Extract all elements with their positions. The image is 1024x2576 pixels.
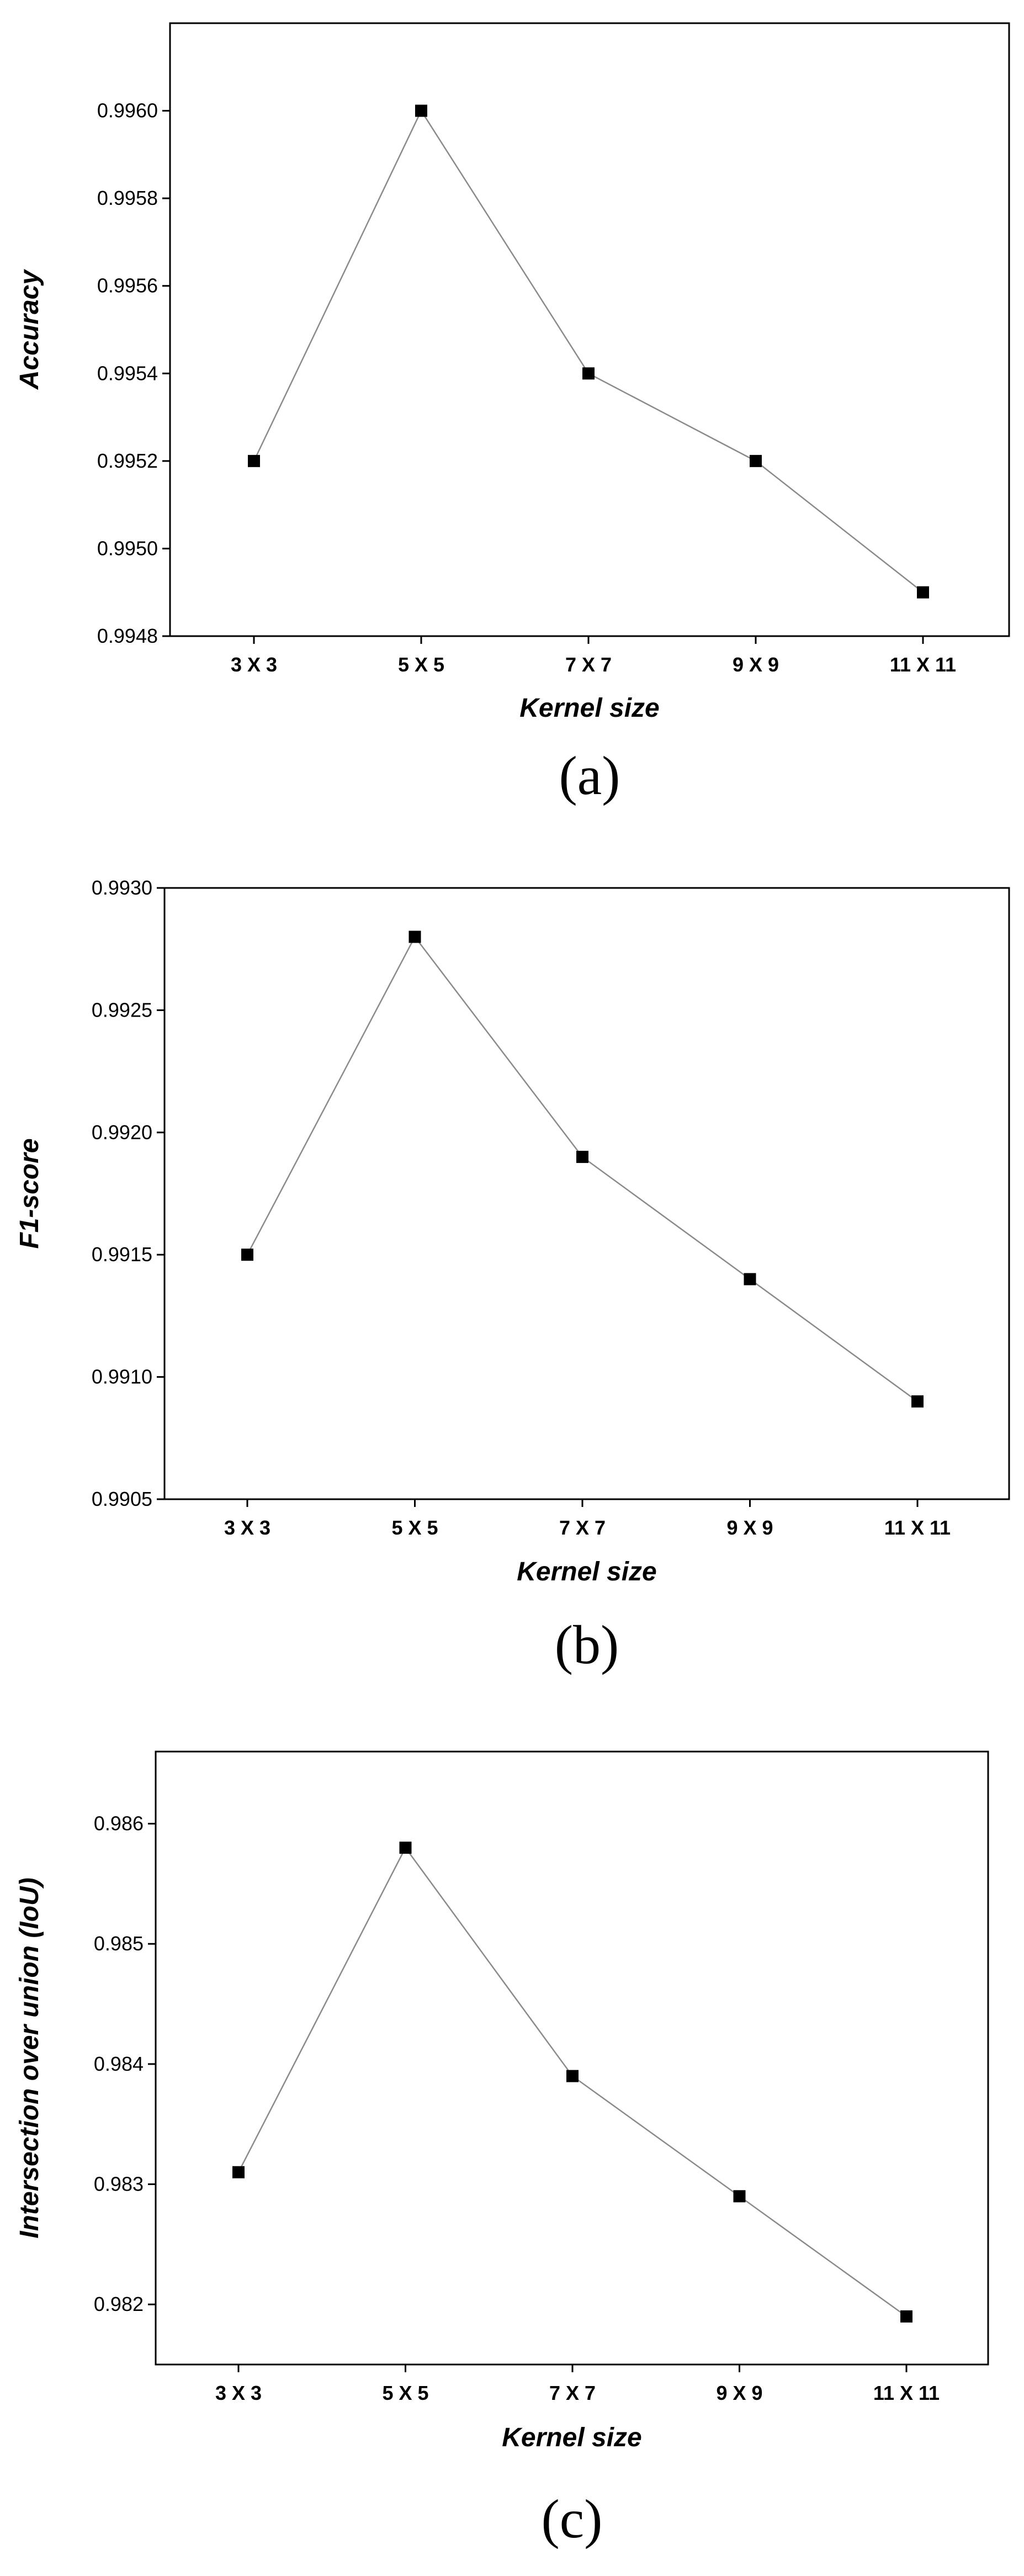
chart-panel-3: 0.982 0.983 0.984 0.985 0.986 3 X 3 5 X 5 7 X 7… <box>15 1750 989 2549</box>
plot-frame <box>155 1750 989 2366</box>
y-tick-label: 0.9915 <box>92 1243 152 1266</box>
y-axis-title: Accuracy <box>15 269 44 390</box>
plot-frame <box>169 22 1010 637</box>
y-tick-label: 0.9958 <box>97 187 158 209</box>
data-point-marker <box>399 1842 412 1854</box>
y-axis-title: F1-score <box>15 1138 44 1249</box>
y-tick-label: 0.9950 <box>97 537 158 559</box>
series-line <box>246 935 918 1402</box>
y-tick-label: 0.985 <box>94 1932 144 1955</box>
y-tick-label: 0.984 <box>94 2053 144 2075</box>
y-tick-label: 0.9952 <box>97 449 158 472</box>
data-point-marker <box>911 1395 924 1408</box>
data-point-marker <box>733 2190 746 2203</box>
y-tick-label: 0.9925 <box>92 998 152 1021</box>
y-tick-label: 0.9905 <box>92 1488 152 1510</box>
x-tick-label: 9 X 9 <box>716 2382 762 2404</box>
y-tick-label: 0.9930 <box>92 876 152 899</box>
panel-caption: (b) <box>555 1614 619 1675</box>
x-tick-label: 3 X 3 <box>231 653 277 676</box>
y-tick-label: 0.9960 <box>97 99 158 122</box>
x-tick-label: 11 X 11 <box>873 2382 940 2404</box>
chart-panel-1: 0.9948 0.9950 0.9952 0.9954 0.9956 0.9958 0.99… <box>15 22 1010 806</box>
x-axis-title: Kernel size <box>519 694 659 723</box>
y-tick-label: 0.983 <box>94 2173 144 2196</box>
data-point-marker <box>232 2166 245 2178</box>
panel-caption: (a) <box>559 745 620 806</box>
x-tick-label: 7 X 7 <box>565 653 612 676</box>
plot-frame <box>163 887 1010 1500</box>
y-tick-label: 0.9920 <box>92 1121 152 1144</box>
data-point-marker <box>900 2310 912 2323</box>
x-tick-label: 11 X 11 <box>884 1516 951 1539</box>
data-point-marker <box>750 454 762 467</box>
x-tick-label: 3 X 3 <box>224 1516 270 1539</box>
x-axis-title: Kernel size <box>502 2423 641 2452</box>
data-point-marker <box>576 1151 588 1163</box>
data-point-marker <box>248 454 260 467</box>
panel-caption: (c) <box>542 2488 603 2549</box>
x-tick-label: 9 X 9 <box>726 1516 773 1539</box>
y-tick-label: 0.9948 <box>97 625 158 647</box>
data-point-marker <box>744 1273 756 1286</box>
data-point-marker <box>415 104 427 117</box>
series-line <box>253 109 924 593</box>
x-tick-label: 5 X 5 <box>398 653 444 676</box>
y-tick-label: 0.986 <box>94 1812 144 1835</box>
x-tick-label: 7 X 7 <box>559 1516 606 1539</box>
y-axis-title: Intersection over union (IoU) <box>15 1877 44 2238</box>
x-axis-title: Kernel size <box>517 1557 656 1586</box>
x-tick-label: 5 X 5 <box>382 2382 428 2404</box>
y-tick-label: 0.9910 <box>92 1366 152 1388</box>
data-point-marker <box>408 930 421 943</box>
x-tick-label: 5 X 5 <box>391 1516 438 1539</box>
x-tick-label: 11 X 11 <box>890 653 956 676</box>
data-point-marker <box>241 1249 253 1261</box>
y-tick-label: 0.982 <box>94 2293 144 2315</box>
x-tick-label: 9 X 9 <box>733 653 779 676</box>
y-tick-label: 0.9956 <box>97 274 158 297</box>
x-tick-label: 7 X 7 <box>549 2382 596 2404</box>
x-tick-label: 3 X 3 <box>215 2382 262 2404</box>
data-point-marker <box>566 2070 579 2082</box>
chart-panel-2: 0.9905 0.9910 0.9915 0.9920 0.9925 0.9930 3 X … <box>15 876 1010 1675</box>
data-point-marker <box>917 586 929 599</box>
data-point-marker <box>582 367 595 380</box>
y-tick-label: 0.9954 <box>97 362 158 384</box>
